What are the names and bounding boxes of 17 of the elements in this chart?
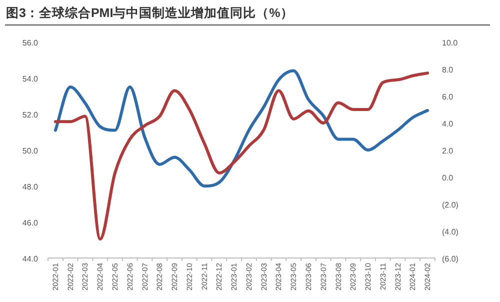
y2-tick-label: (4.0) (442, 228, 459, 236)
y-tick-label: 46.0 (22, 218, 39, 228)
y-tick-label: 50.0 (22, 146, 39, 156)
y-tick-label: 54.0 (22, 74, 39, 84)
y-tick-label: 52.0 (22, 110, 39, 120)
y-tick-label: 56.0 (22, 38, 39, 48)
chart-title: 图3：全球综合PMI与中国制造业增加值同比（%） (6, 5, 294, 20)
y2-tick-label: 6.0 (442, 92, 454, 102)
y2-tick-label: (6.0) (442, 254, 459, 264)
y2-tick-label: 2.0 (442, 146, 454, 156)
y2-tick-label: 0.0 (442, 174, 454, 182)
y-tick-label: 44.0 (22, 254, 39, 264)
y2-tick-label: 8.0 (442, 66, 454, 74)
y2-tick-label: 4.0 (442, 120, 454, 128)
y-tick-label: 48.0 (22, 182, 39, 192)
y2-tick-label: 10.0 (442, 38, 458, 48)
y2-tick-label: (2.0) (442, 200, 459, 210)
